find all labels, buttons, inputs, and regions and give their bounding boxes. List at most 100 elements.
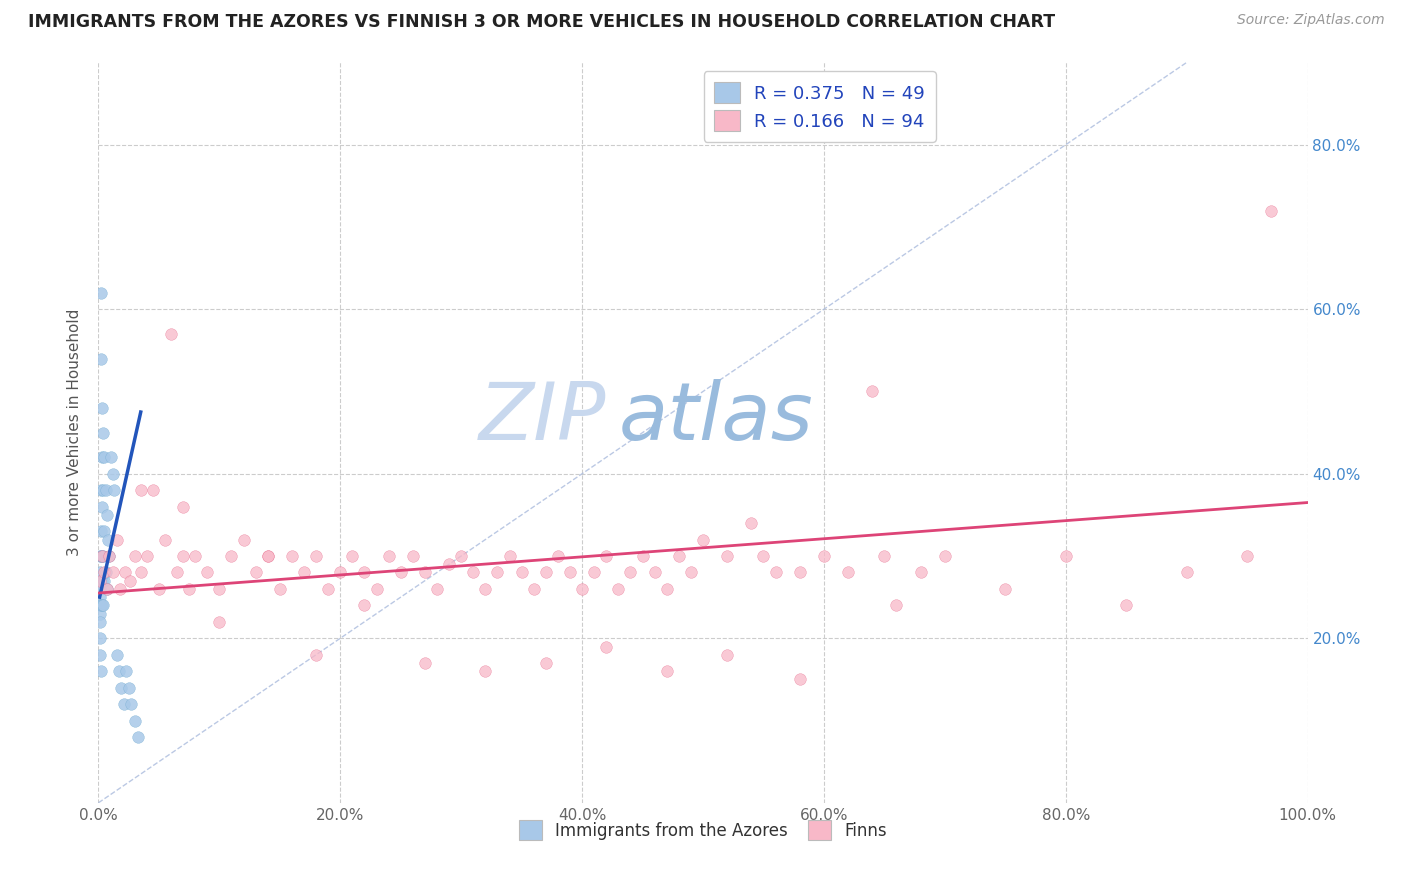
Point: [256, 549, 278, 563]
Point: [103, 483, 125, 498]
Point: [97, 533, 120, 547]
Point: [571, 582, 593, 596]
Point: [534, 656, 557, 670]
Point: [153, 533, 176, 547]
Point: [115, 664, 138, 678]
Point: [668, 549, 690, 563]
Point: [740, 516, 762, 530]
Point: [329, 566, 352, 580]
Point: [232, 533, 254, 547]
Point: [583, 566, 606, 580]
Point: [98, 549, 121, 563]
Point: [934, 549, 956, 563]
Point: [994, 582, 1017, 596]
Point: [91, 549, 114, 563]
Point: [91, 450, 114, 465]
Point: [305, 648, 328, 662]
Point: [873, 549, 896, 563]
Point: [90, 664, 112, 678]
Point: [118, 681, 141, 695]
Point: [179, 582, 201, 596]
Point: [105, 648, 128, 662]
Point: [110, 681, 132, 695]
Point: [450, 549, 472, 563]
Point: [96, 582, 118, 596]
Point: [129, 566, 152, 580]
Point: [90, 599, 112, 613]
Legend: Immigrants from the Azores, Finns: Immigrants from the Azores, Finns: [512, 814, 894, 847]
Point: [91, 574, 114, 588]
Text: IMMIGRANTS FROM THE AZORES VS FINNISH 3 OR MORE VEHICLES IN HOUSEHOLD CORRELATIO: IMMIGRANTS FROM THE AZORES VS FINNISH 3 …: [28, 13, 1056, 31]
Point: [389, 566, 412, 580]
Point: [91, 425, 114, 440]
Point: [837, 566, 859, 580]
Point: [114, 566, 136, 580]
Point: [93, 566, 115, 580]
Point: [89, 549, 111, 563]
Point: [90, 549, 112, 563]
Point: [142, 483, 165, 498]
Point: [292, 566, 315, 580]
Point: [89, 574, 111, 588]
Point: [765, 566, 787, 580]
Point: [498, 549, 520, 563]
Point: [413, 656, 436, 670]
Point: [94, 566, 117, 580]
Point: [98, 549, 121, 563]
Point: [124, 714, 146, 728]
Point: [89, 599, 111, 613]
Point: [94, 483, 117, 498]
Point: [112, 697, 135, 711]
Point: [595, 640, 617, 654]
Point: [89, 582, 111, 596]
Point: [101, 467, 124, 481]
Point: [127, 730, 149, 744]
Point: [486, 566, 509, 580]
Point: [221, 549, 243, 563]
Point: [89, 574, 111, 588]
Point: [413, 566, 436, 580]
Point: [607, 582, 630, 596]
Point: [89, 566, 111, 580]
Point: [245, 566, 267, 580]
Point: [534, 566, 557, 580]
Point: [256, 549, 278, 563]
Point: [1236, 549, 1258, 563]
Point: [96, 582, 118, 596]
Point: [305, 549, 328, 563]
Point: [281, 549, 304, 563]
Point: [910, 566, 932, 580]
Point: [135, 549, 157, 563]
Point: [90, 285, 112, 300]
Point: [426, 582, 449, 596]
Point: [595, 549, 617, 563]
Point: [860, 384, 883, 399]
Point: [644, 566, 666, 580]
Y-axis label: 3 or more Vehicles in Household: 3 or more Vehicles in Household: [67, 309, 83, 557]
Point: [172, 500, 194, 514]
Point: [105, 533, 128, 547]
Point: [120, 697, 142, 711]
Point: [90, 574, 112, 588]
Point: [789, 673, 811, 687]
Text: Source: ZipAtlas.com: Source: ZipAtlas.com: [1237, 13, 1385, 28]
Point: [89, 615, 111, 629]
Point: [108, 582, 131, 596]
Point: [463, 566, 485, 580]
Point: [100, 450, 122, 465]
Point: [437, 558, 460, 572]
Point: [269, 582, 291, 596]
Point: [813, 549, 835, 563]
Point: [474, 664, 496, 678]
Point: [90, 524, 112, 539]
Point: [655, 664, 678, 678]
Point: [692, 533, 714, 547]
Point: [90, 483, 112, 498]
Point: [679, 566, 702, 580]
Point: [108, 664, 131, 678]
Point: [93, 524, 115, 539]
Point: [89, 590, 111, 604]
Point: [474, 582, 496, 596]
Point: [366, 582, 388, 596]
Point: [1175, 566, 1198, 580]
